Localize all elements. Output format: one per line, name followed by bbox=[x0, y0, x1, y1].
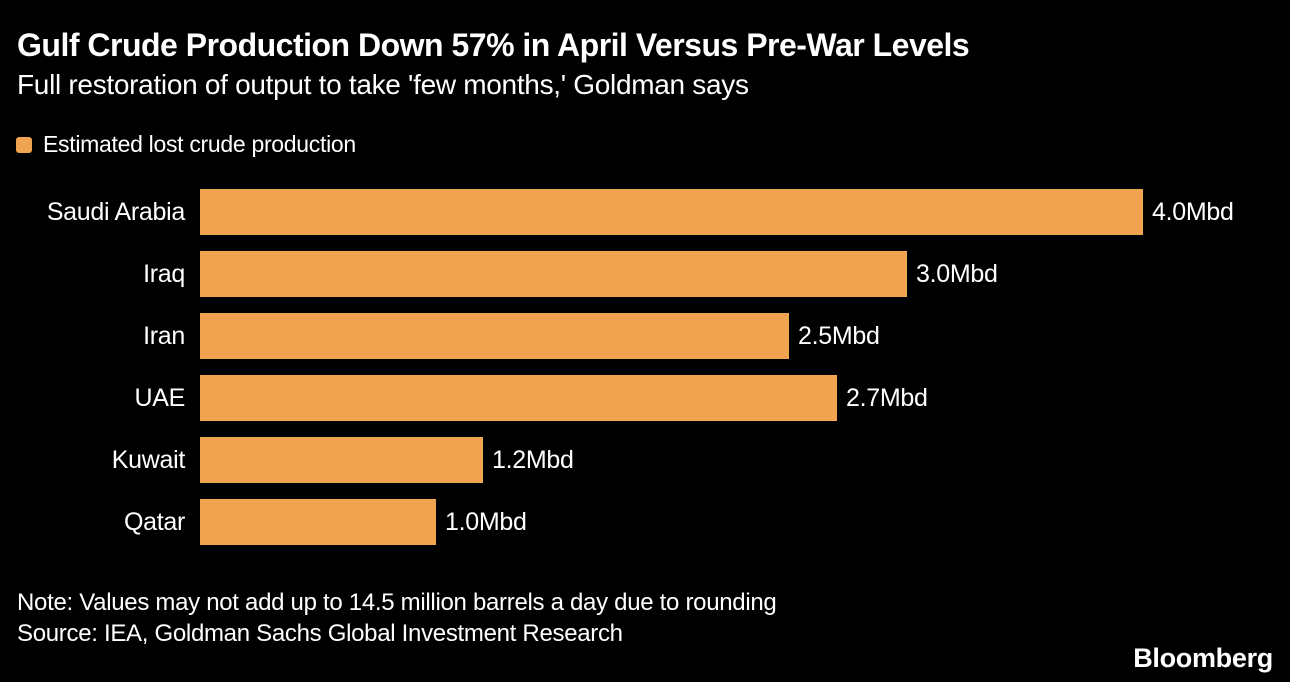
bar-value-label: 1.0Mbd bbox=[445, 507, 527, 536]
category-label: Iran bbox=[143, 321, 185, 350]
category-label: Iraq bbox=[143, 259, 185, 288]
bar bbox=[200, 189, 1143, 235]
bar-value-label: 2.5Mbd bbox=[798, 321, 880, 350]
bar-track: 3.0Mbd bbox=[200, 251, 1290, 297]
category-label: Saudi Arabia bbox=[46, 197, 185, 226]
source-text: Source: IEA, Goldman Sachs Global Invest… bbox=[17, 620, 623, 647]
bar-value-label: 1.2Mbd bbox=[492, 445, 574, 474]
category-label: UAE bbox=[134, 383, 185, 412]
note-text: Note: Values may not add up to 14.5 mill… bbox=[17, 589, 777, 616]
legend-swatch-icon bbox=[16, 137, 32, 153]
bar bbox=[200, 375, 837, 421]
chart-title: Gulf Crude Production Down 57% in April … bbox=[17, 27, 970, 63]
legend-label: Estimated lost crude production bbox=[43, 130, 356, 157]
bar-track: 2.5Mbd bbox=[200, 313, 1290, 359]
bar-track: 1.2Mbd bbox=[200, 437, 1290, 483]
chart-row: Saudi Arabia 4.0Mbd bbox=[0, 189, 1290, 235]
category-label: Kuwait bbox=[111, 445, 186, 474]
bloomberg-logo: Bloomberg bbox=[1133, 643, 1273, 673]
bar-chart: Saudi Arabia 4.0Mbd Iraq 3.0Mbd Iran 2.5… bbox=[0, 189, 1290, 545]
chart-header: Gulf Crude Production Down 57% in April … bbox=[0, 0, 1290, 102]
category-label: Qatar bbox=[123, 507, 185, 536]
chart-subtitle: Full restoration of output to take 'few … bbox=[17, 69, 749, 100]
bar-track: 4.0Mbd bbox=[200, 189, 1290, 235]
bar-value-label: 2.7Mbd bbox=[846, 383, 928, 412]
bar bbox=[200, 313, 789, 359]
chart-row: UAE 2.7Mbd bbox=[0, 375, 1290, 421]
bar-value-label: 3.0Mbd bbox=[916, 259, 998, 288]
bar-track: 1.0Mbd bbox=[200, 499, 1290, 545]
bar bbox=[200, 499, 436, 545]
chart-footer: Note: Values may not add up to 14.5 mill… bbox=[0, 561, 1290, 649]
legend: Estimated lost crude production bbox=[16, 130, 1290, 157]
bar-value-label: 4.0Mbd bbox=[1152, 197, 1234, 226]
chart-row: Qatar 1.0Mbd bbox=[0, 499, 1290, 545]
bar bbox=[200, 437, 483, 483]
chart-row: Iraq 3.0Mbd bbox=[0, 251, 1290, 297]
bar-track: 2.7Mbd bbox=[200, 375, 1290, 421]
chart-row: Iran 2.5Mbd bbox=[0, 313, 1290, 359]
chart-row: Kuwait 1.2Mbd bbox=[0, 437, 1290, 483]
bar bbox=[200, 251, 907, 297]
